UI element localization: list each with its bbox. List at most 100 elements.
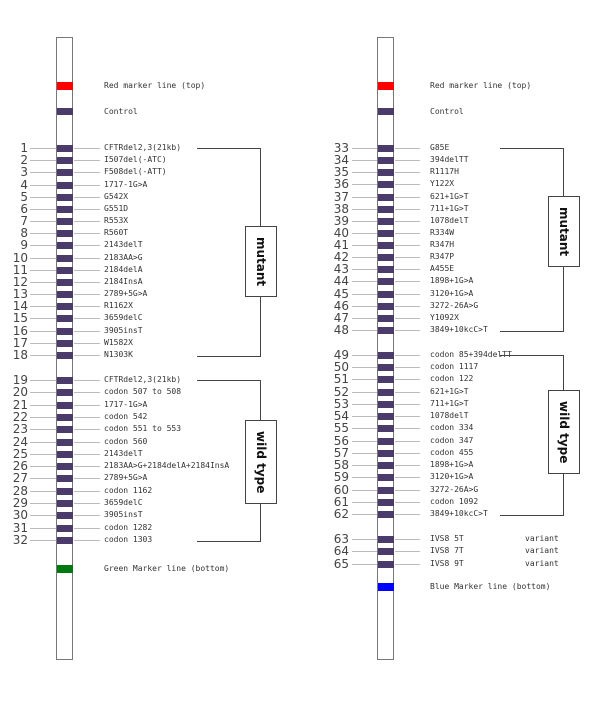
group-label: mutant: [557, 206, 571, 257]
row-number: 8: [20, 226, 28, 241]
probe-label: F508del(-ATT): [104, 167, 167, 177]
guide-line: [395, 440, 420, 442]
probe-label: R1117H: [430, 167, 459, 177]
guide-line: [395, 148, 420, 149]
variant-tag: variant: [525, 546, 559, 555]
bottom-marker-label: Blue Marker line (bottom): [430, 582, 551, 591]
probe-label: 1717-1G>A: [104, 399, 148, 409]
probe-band: [378, 413, 394, 421]
row-number: 39: [333, 213, 349, 228]
guide-line: [74, 540, 100, 541]
guide-line: [74, 221, 100, 223]
probe-label: 1078delT: [430, 215, 469, 225]
variant-tag: variant: [525, 559, 559, 568]
top-marker-label: Red marker line (top): [104, 81, 206, 90]
guide-line: [395, 539, 420, 540]
probe-label: R347H: [430, 240, 455, 250]
row-number: 26: [12, 459, 28, 474]
row-number: 48: [333, 323, 349, 337]
guide-line: [30, 184, 56, 186]
guide-line: [352, 293, 377, 295]
row-number: 20: [12, 385, 28, 400]
row-number: 35: [333, 165, 349, 180]
probe-band: [378, 145, 394, 152]
guide-line: [74, 281, 100, 283]
probe-band: [57, 242, 73, 250]
guide-line: [352, 148, 377, 149]
control-band: [378, 108, 394, 115]
guide-line: [74, 527, 100, 529]
row-number: 2: [20, 153, 28, 168]
row-number: 14: [12, 299, 28, 314]
probe-label: 2143delT: [104, 240, 143, 250]
probe-band: [378, 400, 394, 408]
probe-band: [57, 524, 73, 532]
guide-line: [395, 293, 420, 295]
guide-line: [30, 429, 56, 431]
row-number: 63: [333, 532, 349, 546]
row-number: 10: [12, 250, 28, 265]
guide-line: [30, 342, 56, 344]
guide-line: [30, 245, 56, 247]
probe-label: R334W: [430, 227, 455, 237]
row-number: 6: [20, 201, 28, 216]
guide-line: [30, 527, 56, 529]
guide-line: [352, 184, 377, 186]
top-marker-band: [57, 82, 73, 90]
group-label-box: mutant: [245, 226, 277, 297]
row-number: 27: [12, 471, 28, 486]
guide-line: [352, 355, 377, 356]
probe-label: I507del(-ATC): [104, 155, 167, 165]
guide-line: [395, 403, 420, 405]
probe-label: R553X: [104, 216, 129, 226]
probe-label: R1162X: [104, 301, 133, 311]
probe-label: codon 551 to 553: [104, 424, 182, 434]
guide-line: [352, 196, 377, 198]
probe-label: codon 1282: [104, 522, 153, 532]
group-label: wild type: [254, 430, 268, 494]
guide-line: [74, 515, 100, 517]
guide-line: [352, 160, 377, 162]
guide-line: [395, 305, 420, 307]
guide-line: [395, 501, 420, 503]
guide-line: [395, 428, 420, 430]
probe-label: 711+1G>T: [430, 203, 469, 213]
guide-line: [395, 564, 420, 565]
row-number: 40: [333, 225, 349, 240]
probe-band: [378, 181, 394, 189]
guide-line: [74, 269, 100, 271]
guide-line: [30, 269, 56, 271]
probe-band: [378, 548, 394, 555]
probe-label: codon 507 to 508: [104, 387, 182, 397]
probe-label: 3849+10kcC>T: [430, 325, 488, 334]
guide-line: [30, 478, 56, 480]
probe-band: [378, 437, 394, 445]
row-number: 44: [333, 274, 349, 289]
guide-line: [30, 160, 56, 162]
row-number: 15: [12, 311, 28, 326]
probe-label: W1582X: [104, 337, 133, 347]
guide-line: [74, 148, 100, 149]
guide-line: [74, 392, 100, 394]
probe-label: CFTRdel2,3(21kb): [104, 143, 182, 152]
probe-band: [57, 315, 73, 323]
guide-line: [30, 503, 56, 505]
probe-label: codon 1303: [104, 535, 153, 544]
guide-line: [30, 294, 56, 296]
probe-label: 3849+10kcC>T: [430, 509, 488, 518]
row-number: 33: [333, 141, 349, 155]
guide-line: [352, 269, 377, 271]
guide-line: [74, 441, 100, 443]
guide-line: [74, 172, 100, 174]
row-number: 5: [20, 189, 28, 204]
probe-label: 3120+1G>A: [430, 288, 474, 298]
guide-line: [395, 257, 420, 259]
guide-line: [30, 441, 56, 443]
probe-label: 2143delT: [104, 448, 143, 458]
guide-line: [352, 564, 377, 565]
probe-band: [57, 254, 73, 262]
guide-line: [30, 257, 56, 259]
group-label-box: wild type: [245, 420, 277, 504]
guide-line: [352, 465, 377, 467]
guide-line: [395, 391, 420, 393]
